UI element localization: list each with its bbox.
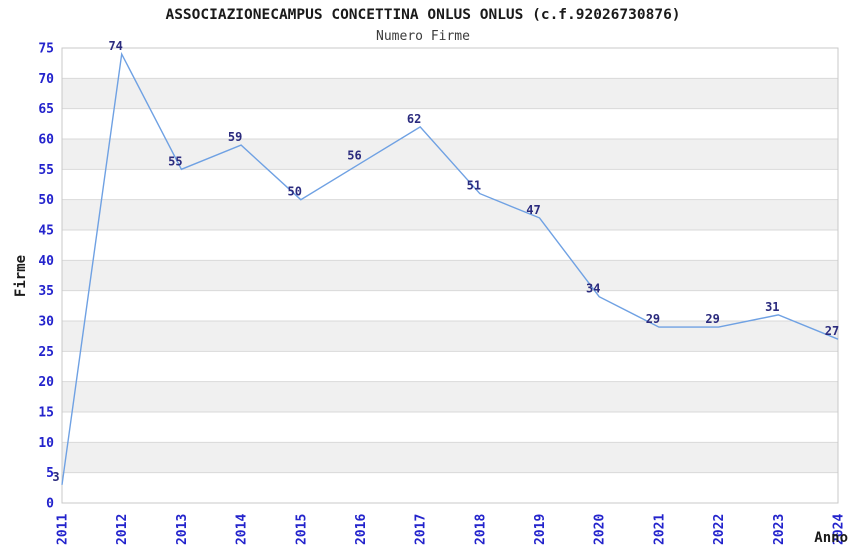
- y-axis-label: Firme: [13, 255, 29, 297]
- x-axis-label: Anno: [814, 530, 848, 546]
- x-tick-label: 2018: [473, 514, 488, 545]
- y-tick-label: 55: [38, 163, 54, 178]
- grid-band: [62, 199, 838, 230]
- data-point-labels: 3 74 55 59 50 56 62 51 47 34 29 29 31 27: [52, 39, 839, 484]
- y-tick-label: 70: [38, 72, 54, 87]
- x-tick-label: 2023: [772, 514, 787, 545]
- y-tick-label: 45: [38, 224, 54, 239]
- x-tick-label: 2015: [294, 514, 309, 545]
- x-tick-label: 2022: [712, 514, 727, 545]
- data-point-label: 59: [228, 130, 242, 144]
- data-point-label: 29: [646, 312, 660, 326]
- y-tick-label: 10: [38, 436, 54, 451]
- x-tick-label: 2016: [354, 514, 369, 545]
- series-line: [61, 51, 839, 485]
- x-tick-label: 2019: [533, 514, 548, 545]
- gridlines: [62, 77, 838, 474]
- data-point-label: 62: [407, 112, 421, 126]
- data-point-label: 55: [168, 154, 182, 168]
- grid-bands: [62, 78, 838, 473]
- x-tick-label: 2020: [593, 514, 608, 545]
- grid-band: [62, 442, 838, 473]
- grid-band: [62, 260, 838, 291]
- x-tick-label: 2011: [56, 514, 71, 545]
- x-axis-tick-labels: 2011 2012 2013 2014 2015 2016 2017 2018 2019 2020…: [56, 514, 847, 545]
- y-tick-label: 0: [46, 497, 54, 512]
- data-point-label: 56: [347, 148, 361, 162]
- y-tick-label: 5: [46, 466, 54, 481]
- y-tick-label: 15: [38, 406, 54, 421]
- x-tick-label: 2013: [175, 514, 190, 545]
- y-tick-label: 65: [38, 102, 54, 117]
- y-tick-label: 35: [38, 284, 54, 299]
- plot-border: [61, 47, 839, 504]
- grid-band: [62, 321, 838, 352]
- data-point-label: 29: [705, 312, 719, 326]
- x-tick-label: 2021: [652, 514, 667, 545]
- data-point-label: 34: [586, 282, 600, 296]
- y-tick-label: 60: [38, 133, 54, 148]
- data-point-label: 50: [288, 185, 302, 199]
- y-tick-label: 75: [38, 42, 54, 57]
- x-tick-label: 2024: [832, 514, 847, 545]
- y-axis-tick-labels: 0 5 10 15 20 25 30 35 40 45 50 55 60 65 70 75: [38, 42, 54, 512]
- data-point-label: 47: [526, 203, 540, 217]
- grid-band: [62, 78, 838, 109]
- y-tick-label: 30: [38, 315, 54, 330]
- x-tick-label: 2012: [115, 514, 130, 545]
- chart-subtitle: Numero Firme: [376, 29, 470, 44]
- y-tick-label: 25: [38, 345, 54, 360]
- chart-title: ASSOCIAZIONECAMPUS CONCETTINA ONLUS ONLU…: [165, 7, 681, 23]
- y-tick-label: 40: [38, 254, 54, 269]
- y-tick-label: 20: [38, 375, 54, 390]
- x-tick-label: 2014: [235, 514, 250, 545]
- data-point-label: 3: [52, 470, 59, 484]
- data-point-label: 31: [765, 300, 779, 314]
- data-point-label: 74: [108, 39, 122, 53]
- grid-band: [62, 381, 838, 412]
- data-point-label: 27: [825, 324, 839, 338]
- y-tick-label: 50: [38, 193, 54, 208]
- x-tick-label: 2017: [414, 514, 429, 545]
- data-point-label: 51: [467, 179, 481, 193]
- grid-band: [62, 139, 838, 170]
